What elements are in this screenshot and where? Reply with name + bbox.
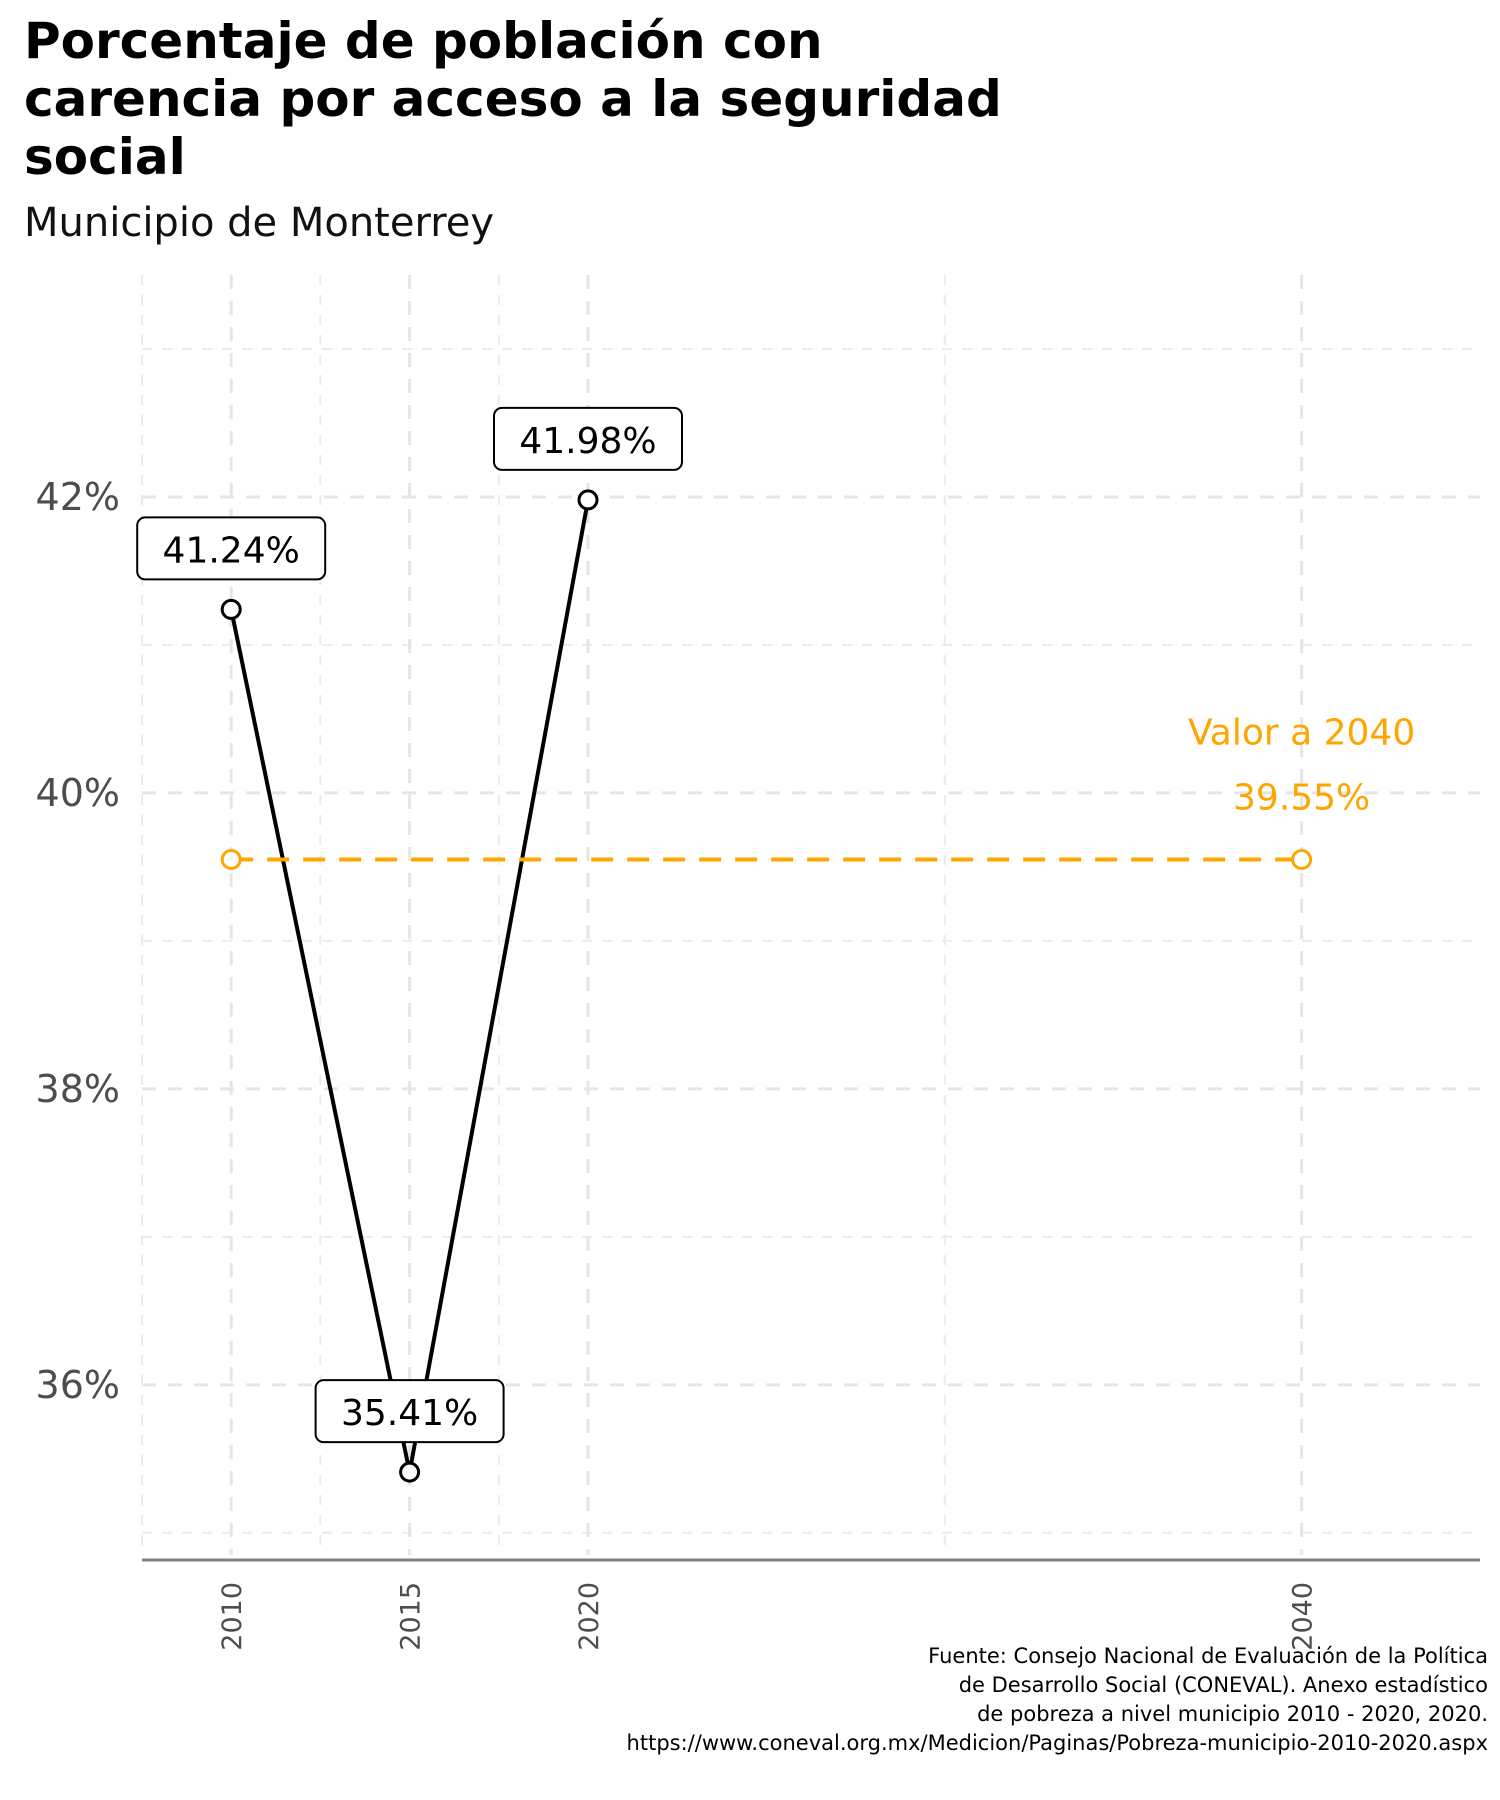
chart-subtitle: Municipio de Monterrey (24, 200, 495, 246)
data-point (577, 489, 599, 511)
x-axis: 36% 38% 40% 42% 2010 2015 2020 2040 (36, 475, 1480, 1651)
x-tick-label: 2015 (396, 1582, 427, 1651)
series-layer (220, 489, 1313, 1483)
data-label-text: 41.24% (163, 530, 300, 571)
caption-line: de pobreza a nivel municipio 2010 - 2020… (977, 1702, 1488, 1726)
y-tick-label: 38% (36, 1067, 120, 1111)
chart-title: Porcentaje de población con carencia por… (24, 12, 1002, 186)
projection-point (1291, 849, 1313, 871)
data-point (399, 1461, 421, 1483)
x-tick-label: 2020 (574, 1582, 605, 1651)
data-point (220, 598, 242, 620)
y-tick-label: 36% (36, 1363, 120, 1407)
y-tick-label: 42% (36, 475, 120, 519)
data-label: 35.41% (314, 1379, 505, 1444)
data-label: 41.24% (136, 516, 327, 581)
x-tick-label: 2010 (217, 1582, 248, 1651)
data-label-text: 41.98% (519, 421, 656, 462)
source-caption: Fuente: Consejo Nacional de Evaluación d… (288, 1642, 1488, 1758)
caption-line: Fuente: Consejo Nacional de Evaluación d… (928, 1644, 1488, 1668)
projection-annotation-value: 39.55% (1233, 778, 1370, 819)
projection-annotation-title: Valor a 2040 (1188, 713, 1415, 754)
data-label: 41.98% (493, 406, 683, 471)
grid-major (142, 275, 1480, 1555)
data-label-box (493, 406, 683, 471)
caption-line: de Desarrollo Social (CONEVAL). Anexo es… (958, 1673, 1488, 1697)
grid-minor (141, 275, 1480, 1555)
y-tick-label: 40% (36, 771, 120, 815)
data-labels: 41.24% 35.41% 41.98% Valor a 2040 39.55% (136, 406, 1415, 1444)
data-label-text: 35.41% (341, 1393, 478, 1434)
caption-line: https://www.coneval.org.mx/Medicion/Pagi… (626, 1731, 1488, 1755)
projection-point (220, 849, 242, 871)
data-label-box (136, 516, 327, 581)
x-tick-label: 2040 (1288, 1582, 1319, 1651)
data-label-box (314, 1379, 505, 1444)
